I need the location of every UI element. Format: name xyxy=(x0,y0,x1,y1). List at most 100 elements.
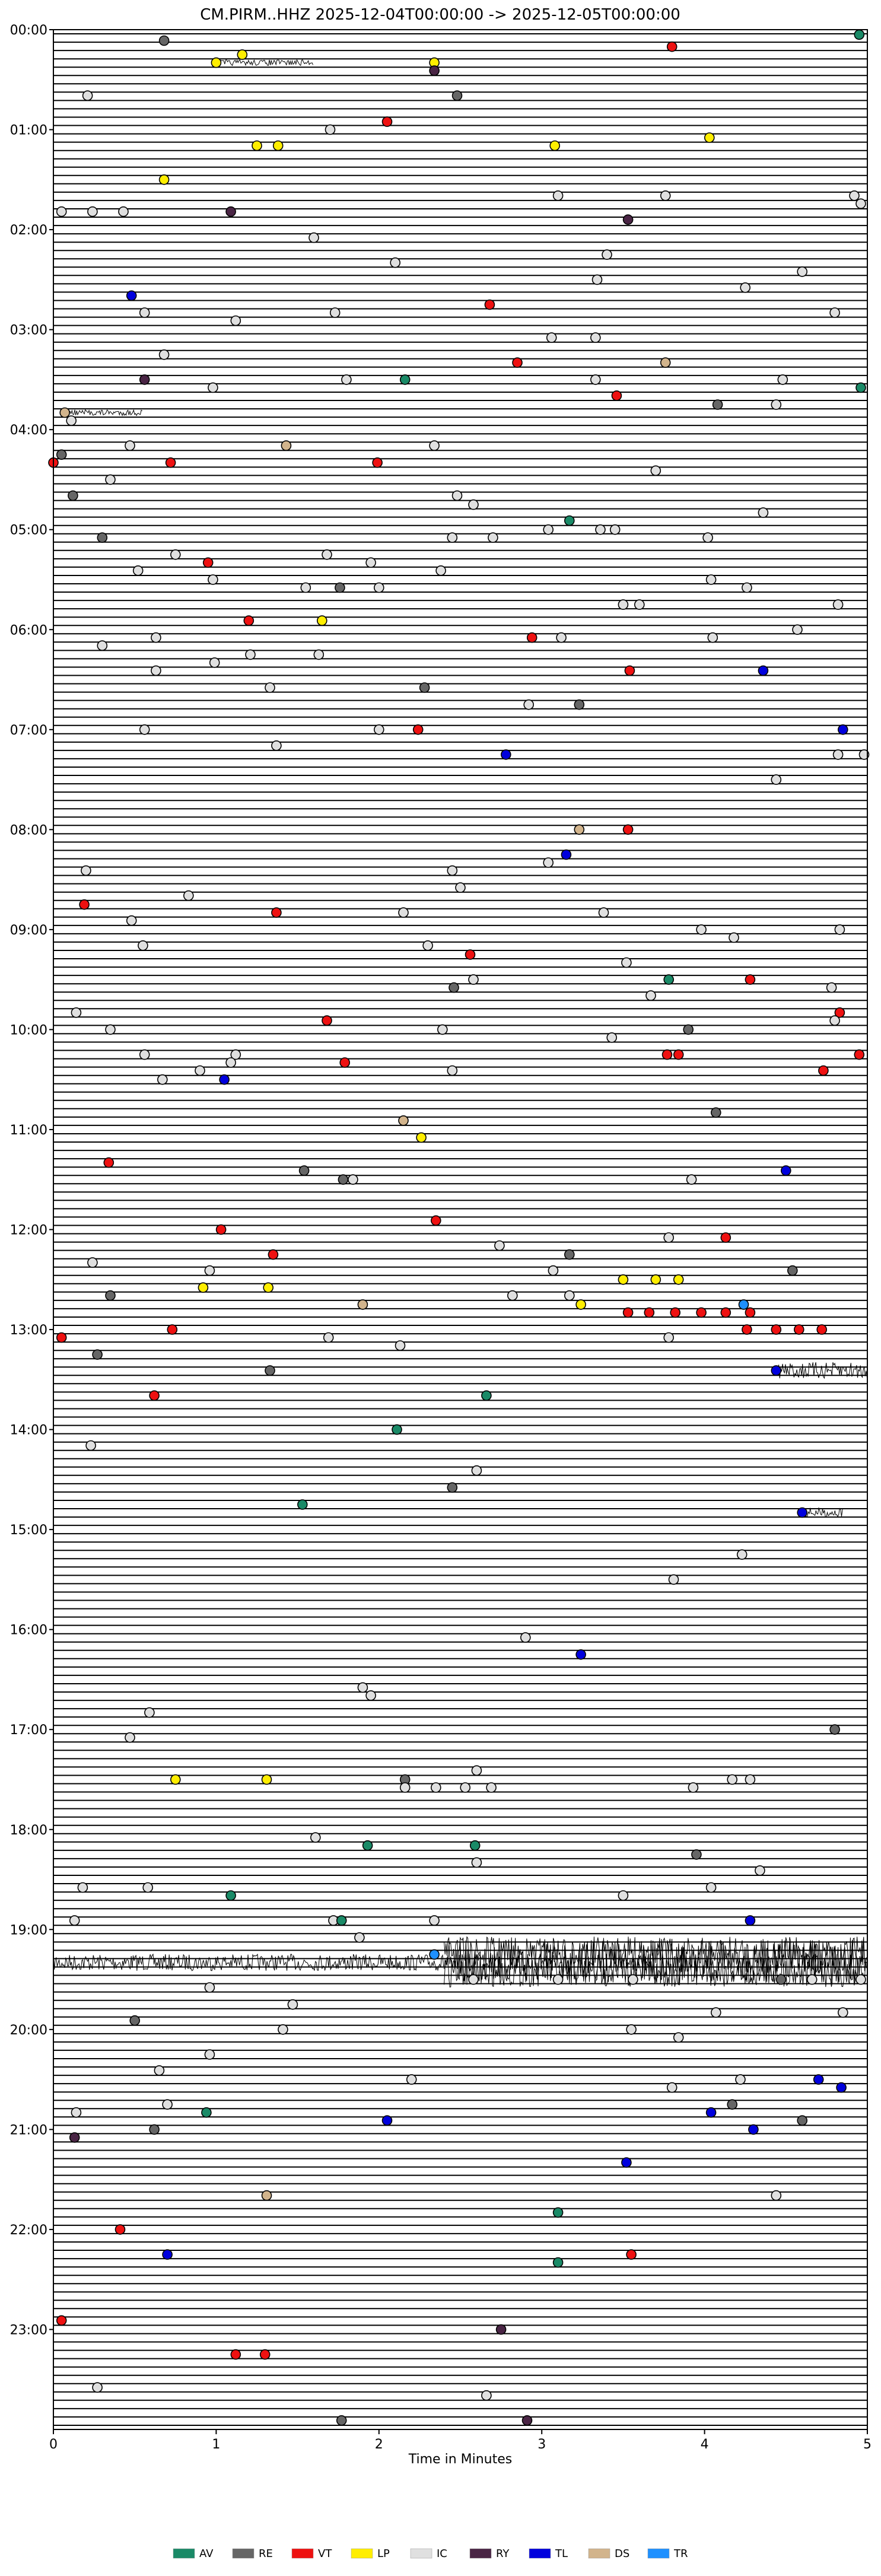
event-marker-vt xyxy=(661,1049,673,1060)
event-marker-ic xyxy=(832,599,844,610)
event-marker-ic xyxy=(430,1782,441,1793)
event-marker-vt xyxy=(666,41,678,52)
legend-swatch-tl xyxy=(529,2548,551,2559)
event-marker-ic xyxy=(668,1574,679,1585)
chart-title: CM.PIRM..HHZ 2025-12-04T00:00:00 -> 2025… xyxy=(200,6,680,24)
event-marker-ic xyxy=(745,1774,756,1785)
y-tick-label: 17:00 xyxy=(10,1723,47,1738)
event-marker-re xyxy=(727,2099,737,2110)
event-marker-ic xyxy=(543,857,554,868)
event-marker-ic xyxy=(144,1707,155,1718)
event-marker-lp xyxy=(549,140,561,151)
event-marker-ic xyxy=(806,1974,818,1985)
event-marker-ic xyxy=(471,1765,482,1776)
event-marker-av xyxy=(469,1840,481,1851)
event-marker-ic xyxy=(195,1065,205,1076)
event-marker-av xyxy=(855,382,866,393)
event-marker-ic xyxy=(92,2382,103,2393)
event-marker-ds xyxy=(398,1115,409,1126)
event-marker-vt xyxy=(484,299,495,310)
event-marker-ds xyxy=(574,824,585,835)
event-marker-lp xyxy=(170,1774,181,1785)
event-marker-ic xyxy=(455,882,466,893)
event-marker-ic xyxy=(139,307,150,318)
event-marker-tr xyxy=(429,1949,440,1960)
event-marker-vt xyxy=(230,2349,241,2360)
event-marker-ic xyxy=(71,1007,82,1018)
event-marker-ic xyxy=(437,1024,448,1035)
event-marker-ic xyxy=(138,940,148,951)
event-marker-ic xyxy=(650,465,661,476)
tremor-burst xyxy=(53,1953,444,1971)
event-marker-ry xyxy=(521,2415,533,2426)
event-marker-ic xyxy=(832,749,844,760)
event-marker-ic xyxy=(399,1782,411,1793)
event-marker-ic xyxy=(208,382,218,393)
y-axis-ticks: 00:00 01:00 02:00 03:00 04:00 05:00 06:00 07:00… xyxy=(10,23,53,2338)
event-marker-ic xyxy=(87,206,98,217)
event-marker-vt xyxy=(854,1049,865,1060)
event-marker-tl xyxy=(797,1507,807,1518)
event-marker-re xyxy=(564,1249,575,1260)
event-markers xyxy=(48,29,870,2426)
event-marker-vt xyxy=(322,1015,332,1026)
event-marker-vt xyxy=(745,1307,756,1318)
event-marker-av xyxy=(297,1499,308,1510)
legend-swatch-re xyxy=(232,2548,255,2559)
event-marker-ic xyxy=(626,2024,637,2035)
event-marker-tl xyxy=(758,665,769,676)
event-marker-ry xyxy=(69,2132,80,2143)
event-marker-vt xyxy=(622,1307,634,1318)
event-marker-ic xyxy=(705,1882,717,1893)
event-marker-ic xyxy=(740,282,750,293)
event-marker-ry xyxy=(225,206,236,217)
event-marker-ic xyxy=(66,415,77,426)
event-marker-vt xyxy=(720,1307,731,1318)
event-marker-vt xyxy=(430,1215,441,1226)
event-marker-vt xyxy=(243,615,255,626)
event-marker-vt xyxy=(202,557,214,568)
event-marker-ic xyxy=(758,507,769,518)
y-tick-label: 08:00 xyxy=(10,823,47,838)
tremor-burst xyxy=(216,59,314,66)
event-marker-tl xyxy=(771,1365,782,1376)
legend-label-ds: DS xyxy=(615,2548,629,2560)
event-marker-ic xyxy=(162,2099,173,2110)
event-marker-vt xyxy=(56,2315,67,2326)
event-marker-lp xyxy=(416,1132,427,1143)
event-marker-ic xyxy=(204,1265,215,1276)
event-marker-ic xyxy=(451,490,463,501)
event-marker-ic xyxy=(507,1290,518,1301)
event-marker-re xyxy=(92,1349,103,1360)
event-marker-re xyxy=(574,699,585,710)
event-marker-vt xyxy=(339,1057,351,1068)
event-marker-ic xyxy=(357,1682,368,1693)
y-tick-label: 02:00 xyxy=(10,223,47,238)
event-marker-re xyxy=(449,982,459,993)
event-marker-ic xyxy=(460,1782,471,1793)
event-marker-ic xyxy=(139,1049,150,1060)
event-marker-ic xyxy=(598,907,609,918)
event-marker-ic xyxy=(618,1890,629,1901)
y-tick-label: 05:00 xyxy=(10,523,47,538)
event-marker-ic xyxy=(471,1465,482,1476)
event-marker-ic xyxy=(142,1882,153,1893)
event-marker-vt xyxy=(115,2224,126,2235)
event-marker-ic xyxy=(373,724,384,735)
event-marker-re xyxy=(97,532,108,543)
event-marker-ic xyxy=(118,206,129,217)
legend-label-re: RE xyxy=(259,2548,273,2560)
event-marker-ic xyxy=(606,1032,617,1043)
event-marker-lp xyxy=(237,49,248,60)
event-marker-ic xyxy=(673,2032,684,2043)
event-marker-vt xyxy=(644,1307,655,1318)
event-marker-ic xyxy=(278,2024,288,2035)
event-marker-ds xyxy=(660,357,671,368)
y-tick-label: 13:00 xyxy=(10,1323,47,1338)
event-marker-vt xyxy=(742,1324,752,1335)
event-marker-ds xyxy=(261,2190,272,2201)
event-marker-vt xyxy=(673,1049,684,1060)
event-marker-lp xyxy=(272,140,284,151)
plot-frame xyxy=(53,29,868,2430)
event-marker-ic xyxy=(705,574,717,585)
